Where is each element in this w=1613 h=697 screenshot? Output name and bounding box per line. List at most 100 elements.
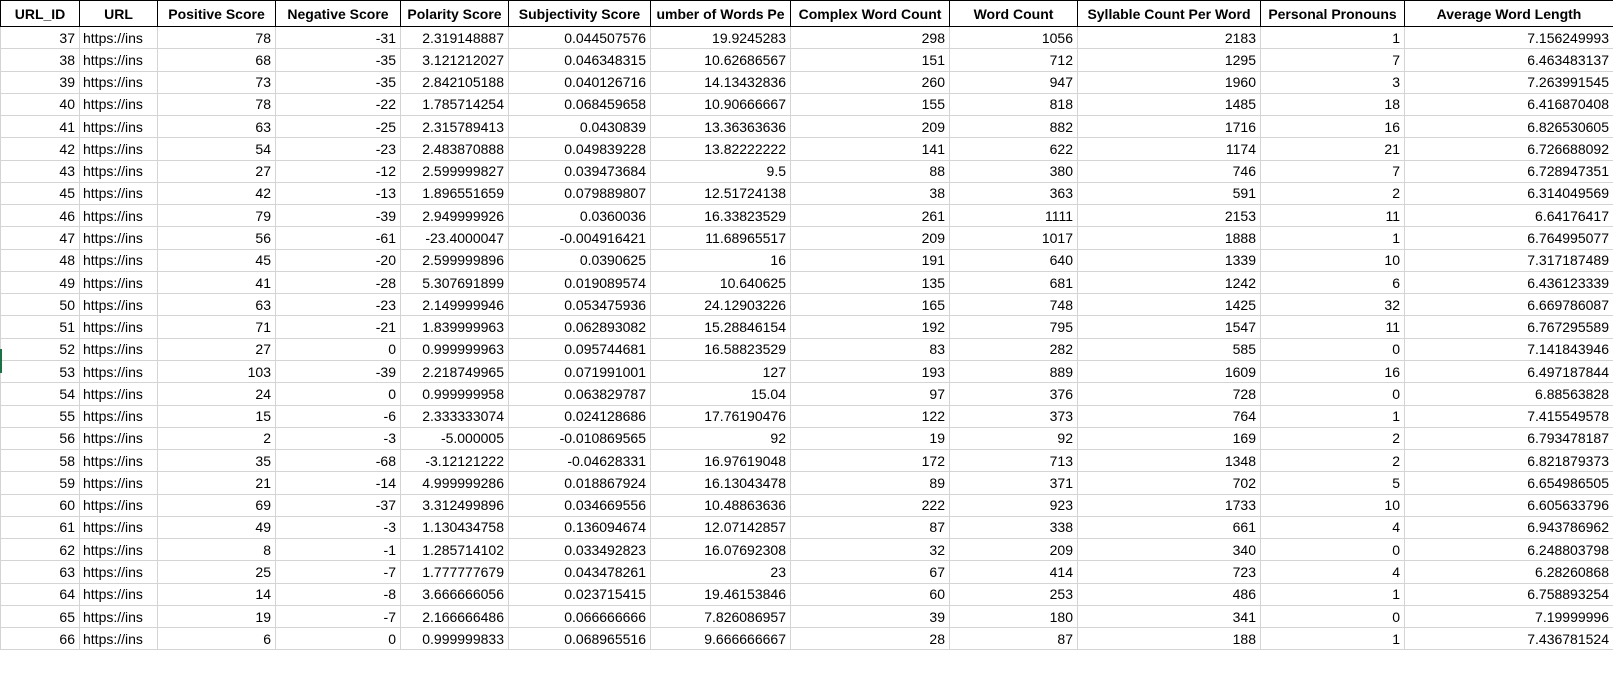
table-cell[interactable]: 712 <box>949 48 1078 72</box>
table-cell[interactable]: 87 <box>949 627 1078 651</box>
table-cell[interactable]: 6.28260868 <box>1404 560 1613 584</box>
table-cell[interactable]: 340 <box>1077 538 1261 562</box>
table-cell[interactable]: 341 <box>1077 604 1261 629</box>
table-cell[interactable]: 3 <box>1260 70 1405 94</box>
table-cell[interactable]: 51 <box>0 315 80 339</box>
table-cell[interactable]: 46 <box>0 204 80 228</box>
table-cell[interactable]: 1174 <box>1077 137 1261 161</box>
table-cell[interactable]: https://ins <box>79 582 158 606</box>
table-cell[interactable]: -3 <box>275 515 401 540</box>
table-cell[interactable]: 0.063829787 <box>508 382 651 406</box>
table-cell[interactable]: 2 <box>157 426 276 451</box>
table-cell[interactable]: https://ins <box>79 627 158 651</box>
table-cell[interactable]: 2.842105188 <box>400 70 509 94</box>
column-header[interactable]: URL_ID <box>0 0 80 27</box>
table-cell[interactable]: -23 <box>275 137 401 161</box>
table-cell[interactable]: 19.9245283 <box>650 25 791 50</box>
table-cell[interactable]: 728 <box>1077 382 1261 406</box>
table-cell[interactable]: 188 <box>1077 627 1261 651</box>
table-cell[interactable]: 48 <box>0 248 80 272</box>
table-cell[interactable]: 172 <box>790 449 950 473</box>
table-cell[interactable]: 39 <box>0 70 80 94</box>
table-cell[interactable]: 6.314049569 <box>1404 181 1613 206</box>
table-cell[interactable]: 169 <box>1077 426 1261 451</box>
table-cell[interactable]: 89 <box>790 471 950 495</box>
table-cell[interactable]: 376 <box>949 382 1078 406</box>
table-cell[interactable]: https://ins <box>79 181 158 206</box>
table-cell[interactable]: 24 <box>157 382 276 406</box>
table-cell[interactable]: 6.88563828 <box>1404 382 1613 406</box>
table-cell[interactable]: 32 <box>1260 293 1405 317</box>
table-cell[interactable]: 209 <box>790 115 950 139</box>
table-cell[interactable]: 0.018867924 <box>508 471 651 495</box>
table-cell[interactable]: 0 <box>1260 538 1405 562</box>
table-cell[interactable]: 1 <box>1260 25 1405 50</box>
table-cell[interactable]: 191 <box>790 248 950 272</box>
table-cell[interactable]: 7.826086957 <box>650 604 791 629</box>
table-cell[interactable]: 0.043478261 <box>508 560 651 584</box>
table-cell[interactable]: 414 <box>949 560 1078 584</box>
table-cell[interactable]: https://ins <box>79 293 158 317</box>
table-cell[interactable]: 0.044507576 <box>508 25 651 50</box>
table-cell[interactable]: -6 <box>275 404 401 428</box>
table-cell[interactable]: 0 <box>1260 604 1405 629</box>
table-cell[interactable]: 6.248803798 <box>1404 538 1613 562</box>
table-cell[interactable]: 19 <box>157 604 276 629</box>
table-cell[interactable]: 0 <box>275 382 401 406</box>
table-cell[interactable]: 50 <box>0 293 80 317</box>
table-cell[interactable]: 6.758893254 <box>1404 582 1613 606</box>
table-cell[interactable]: 3.312499896 <box>400 493 509 517</box>
table-cell[interactable]: -39 <box>275 204 401 228</box>
table-cell[interactable]: 16.13043478 <box>650 471 791 495</box>
table-cell[interactable]: 15.04 <box>650 382 791 406</box>
table-cell[interactable]: 58 <box>0 449 80 473</box>
table-cell[interactable]: 7.436781524 <box>1404 627 1613 651</box>
table-cell[interactable]: 0.068965516 <box>508 627 651 651</box>
table-cell[interactable]: 27 <box>157 337 276 361</box>
table-cell[interactable]: 52 <box>0 337 80 361</box>
table-cell[interactable]: 2.599999896 <box>400 248 509 272</box>
table-cell[interactable]: 923 <box>949 493 1078 517</box>
table-cell[interactable]: 38 <box>790 181 950 206</box>
table-cell[interactable]: 1.130434758 <box>400 515 509 540</box>
table-cell[interactable]: 253 <box>949 582 1078 606</box>
table-cell[interactable]: -37 <box>275 493 401 517</box>
table-cell[interactable]: 2.333333074 <box>400 404 509 428</box>
table-cell[interactable]: 63 <box>157 293 276 317</box>
table-cell[interactable]: 6.463483137 <box>1404 48 1613 72</box>
table-cell[interactable]: 1 <box>1260 627 1405 651</box>
table-cell[interactable]: 640 <box>949 248 1078 272</box>
table-cell[interactable]: https://ins <box>79 159 158 183</box>
table-cell[interactable]: 6.605633796 <box>1404 493 1613 517</box>
table-cell[interactable]: 4 <box>1260 515 1405 540</box>
table-cell[interactable]: 1339 <box>1077 248 1261 272</box>
table-cell[interactable]: 12.51724138 <box>650 181 791 206</box>
table-cell[interactable]: 209 <box>949 538 1078 562</box>
column-header[interactable]: Polarity Score <box>400 0 509 27</box>
table-cell[interactable]: 746 <box>1077 159 1261 183</box>
table-cell[interactable]: 7 <box>1260 48 1405 72</box>
table-cell[interactable]: 7.19999996 <box>1404 604 1613 629</box>
table-cell[interactable]: 60 <box>790 582 950 606</box>
table-cell[interactable]: 1547 <box>1077 315 1261 339</box>
table-cell[interactable]: 7.263991545 <box>1404 70 1613 94</box>
table-cell[interactable]: 222 <box>790 493 950 517</box>
table-cell[interactable]: 103 <box>157 359 276 384</box>
table-cell[interactable]: 6.821879373 <box>1404 449 1613 473</box>
column-header[interactable]: Subjectivity Score <box>508 0 651 27</box>
table-cell[interactable]: 0.999999958 <box>400 382 509 406</box>
table-cell[interactable]: 2.149999946 <box>400 293 509 317</box>
table-cell[interactable]: https://ins <box>79 359 158 384</box>
table-cell[interactable]: -3.12121222 <box>400 449 509 473</box>
table-cell[interactable]: -7 <box>275 604 401 629</box>
table-cell[interactable]: 0.062893082 <box>508 315 651 339</box>
table-cell[interactable]: https://ins <box>79 115 158 139</box>
table-cell[interactable]: -14 <box>275 471 401 495</box>
table-cell[interactable]: 371 <box>949 471 1078 495</box>
table-cell[interactable]: 661 <box>1077 515 1261 540</box>
table-cell[interactable]: 16 <box>650 248 791 272</box>
table-cell[interactable]: 71 <box>157 315 276 339</box>
table-cell[interactable]: 16.07692308 <box>650 538 791 562</box>
table-cell[interactable]: 0 <box>1260 337 1405 361</box>
table-cell[interactable]: -25 <box>275 115 401 139</box>
